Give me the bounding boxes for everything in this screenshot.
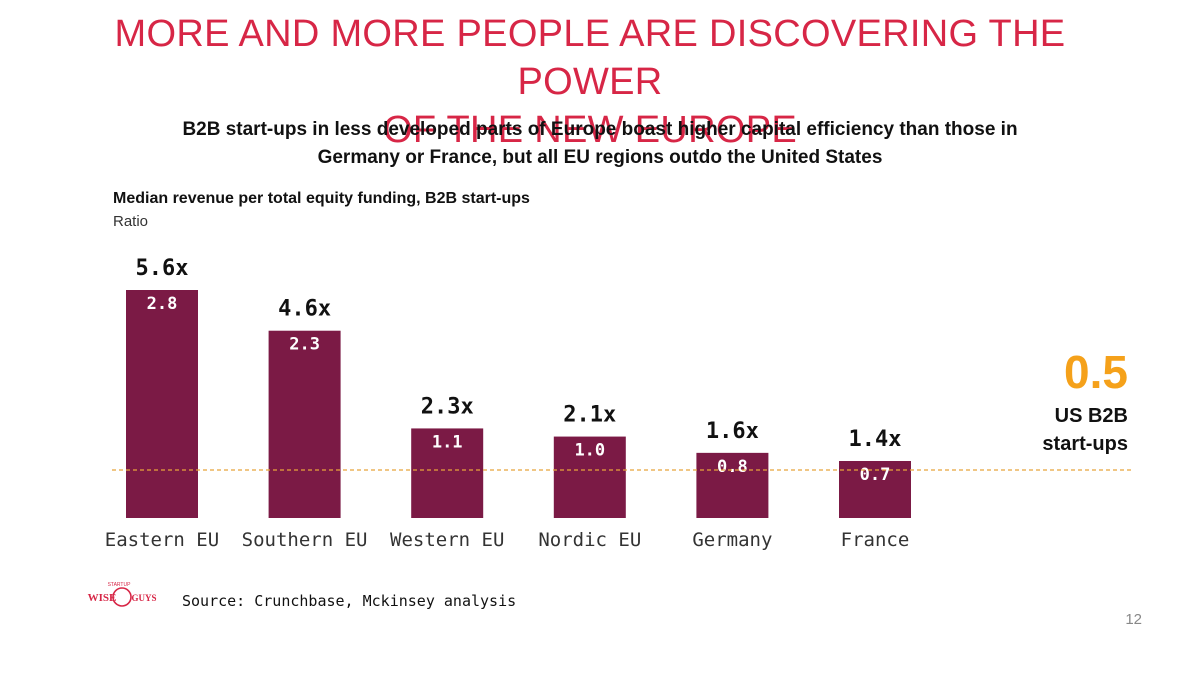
- bar: [553, 436, 626, 518]
- logo-small-text: STARTUP: [108, 582, 132, 588]
- us-reference-line-2: start-ups: [1042, 433, 1128, 455]
- x-tick-label: Southern EU: [242, 529, 368, 551]
- bar-value-label: 1.1: [432, 432, 463, 452]
- bar-value-label: 1.0: [574, 441, 605, 461]
- bar-multiple-label: 2.1x: [563, 403, 616, 428]
- subtitle-line-1: B2B start-ups in less developed parts of…: [182, 119, 1018, 140]
- bar-value-label: 0.8: [717, 457, 748, 477]
- bar: [126, 290, 198, 518]
- chart-unit-label: Ratio: [113, 213, 149, 230]
- slide-title: MORE AND MORE PEOPLE ARE DISCOVERING THE…: [60, 10, 1120, 154]
- bar-multiple-label: 1.4x: [849, 427, 902, 452]
- x-tick-label: Nordic EU: [538, 529, 641, 551]
- bar-multiple-label: 2.3x: [421, 394, 474, 419]
- x-tick-label: Western EU: [390, 529, 504, 551]
- wise-guys-logo: STARTUP WISE GUYS: [88, 582, 157, 607]
- bar-value-label: 2.8: [147, 294, 178, 314]
- bar-value-label: 0.7: [860, 465, 891, 485]
- us-reference-label: US B2B start-ups: [980, 402, 1128, 458]
- us-reference-line-1: US B2B: [1054, 405, 1128, 427]
- us-reference-description: US B2B start-ups: [980, 402, 1128, 458]
- bar: [411, 428, 484, 518]
- logo-word-wise: WISE: [88, 592, 117, 604]
- chart-title: Median revenue per total equity funding,…: [113, 190, 530, 207]
- bar: [268, 330, 341, 518]
- page-number: 12: [1125, 611, 1142, 628]
- title-line-2: OF THE NEW EUROPE: [383, 109, 797, 151]
- us-reference-value: 0.5: [1064, 346, 1128, 398]
- bar-value-label: 2.3: [289, 335, 320, 355]
- logo-emblem-icon: [112, 587, 132, 607]
- title-line-1: MORE AND MORE PEOPLE ARE DISCOVERING THE…: [114, 13, 1066, 103]
- bar-multiple-label: 5.6x: [136, 256, 189, 281]
- source-note: Source: Crunchbase, Mckinsey analysis: [182, 592, 517, 610]
- x-tick-label: Germany: [692, 529, 772, 551]
- x-tick-label: Eastern EU: [105, 529, 219, 551]
- bar: [696, 452, 769, 518]
- slide-subtitle: B2B start-ups in less developed parts of…: [90, 116, 1110, 172]
- x-tick-label: France: [841, 529, 910, 551]
- bar-multiple-label: 1.6x: [706, 419, 759, 444]
- subtitle-line-2: Germany or France, but all EU regions ou…: [317, 147, 883, 168]
- bar-multiple-label: 4.6x: [278, 297, 331, 322]
- logo-word-guys: GUYS: [131, 593, 156, 603]
